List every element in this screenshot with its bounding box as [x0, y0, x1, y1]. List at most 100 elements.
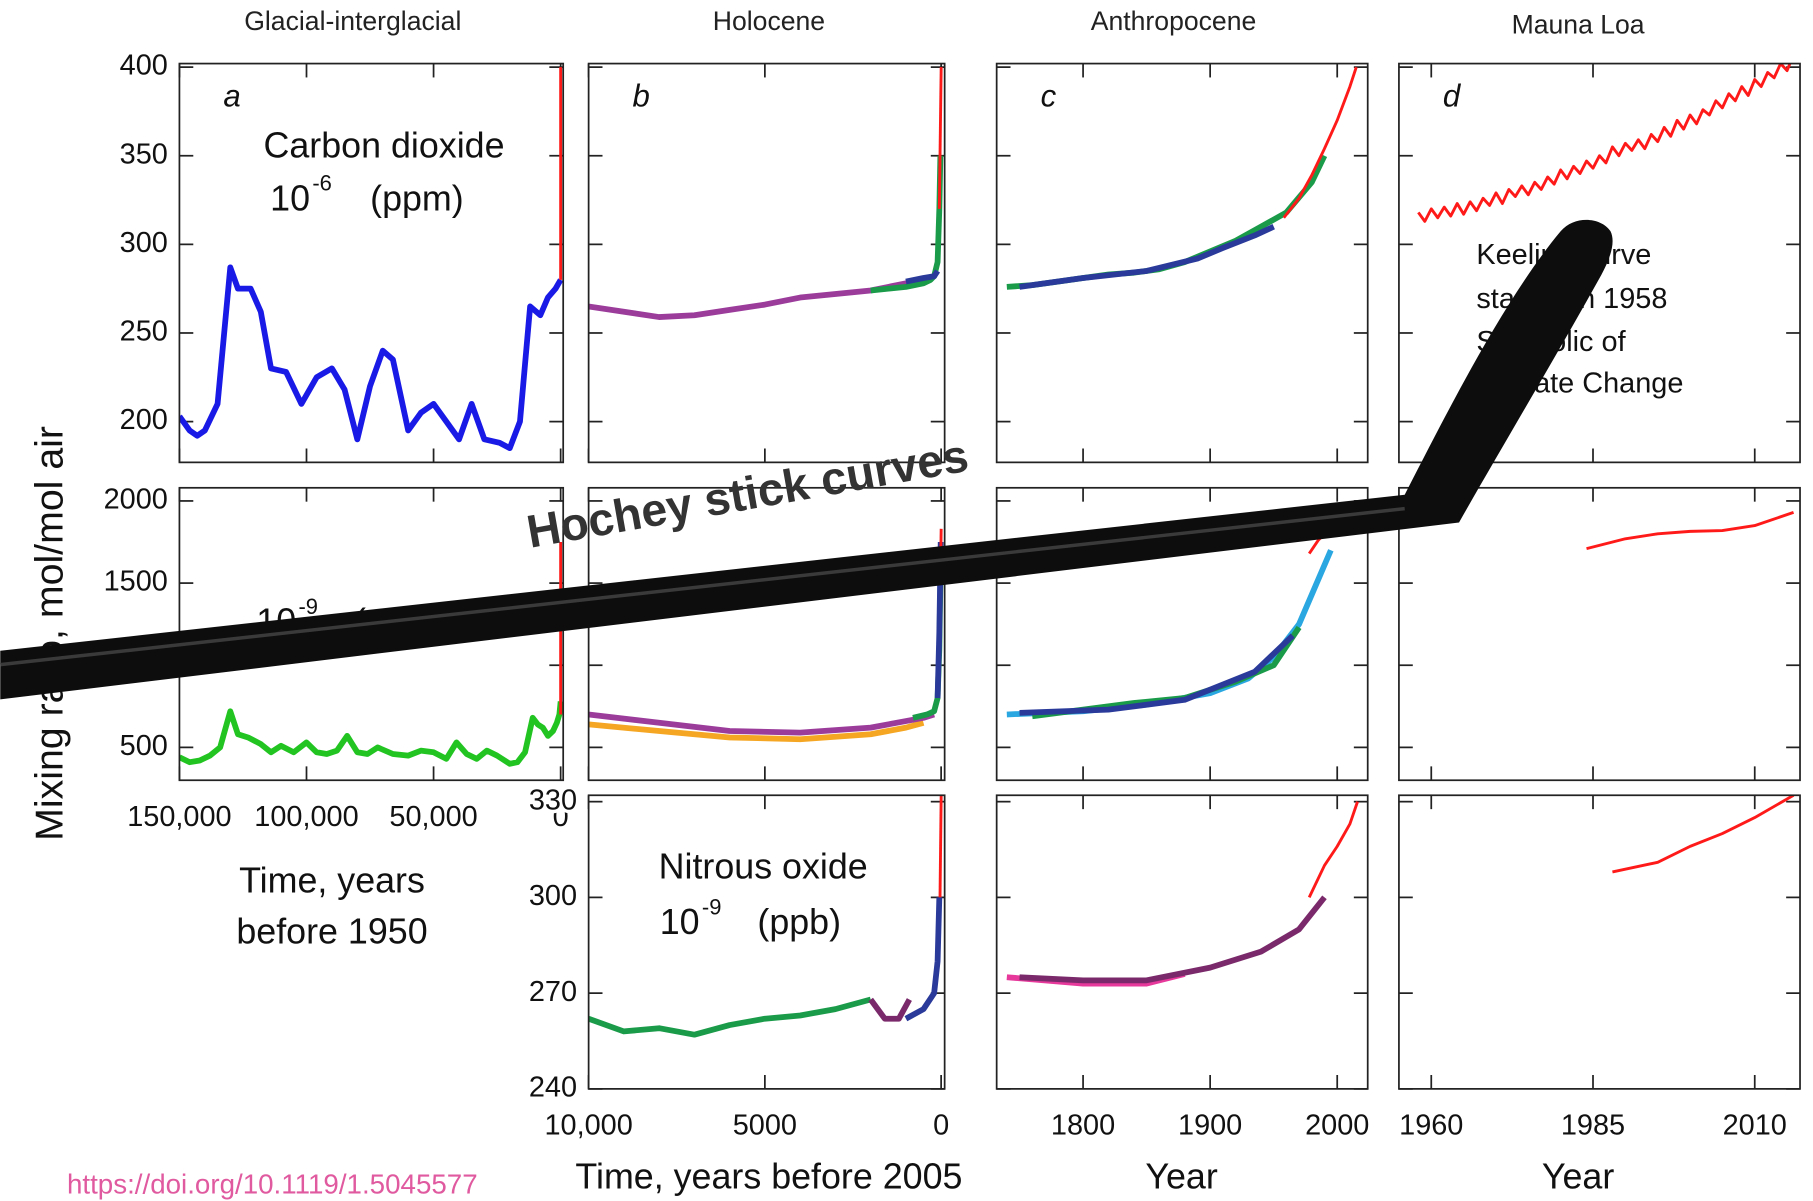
x-axis-label: before 1950: [236, 911, 427, 951]
source-link[interactable]: https://doi.org/10.1119/1.5045577: [67, 1168, 478, 1199]
panel: [1398, 486, 1801, 782]
plot-area: [1417, 63, 1792, 223]
x-tick-label: 2000: [1305, 1110, 1369, 1142]
data-line: [1612, 795, 1795, 874]
data-line: [1019, 633, 1295, 716]
data-line: [938, 795, 943, 898]
data-line: [904, 897, 943, 1022]
data-line: [1019, 224, 1275, 290]
x-tick-label: 1800: [1051, 1110, 1115, 1142]
plot-area: [1612, 795, 1795, 874]
stick-shape: [0, 219, 1613, 700]
gas-name: Nitrous oxide: [659, 847, 868, 887]
y-tick-label: 300: [529, 880, 577, 912]
column-title: Holocene: [713, 6, 825, 36]
x-tick-label: 150,000: [127, 801, 231, 833]
panel-frame: [995, 486, 1369, 782]
plot-area: [179, 67, 564, 452]
data-line: [588, 720, 925, 743]
x-axis-label: Year: [1542, 1157, 1614, 1197]
y-tick-label: 300: [120, 227, 168, 259]
y-tick-label: 330: [529, 784, 577, 816]
data-line: [588, 278, 924, 320]
data-line: [1006, 549, 1334, 718]
gas-name: Carbon dioxide: [264, 125, 505, 165]
data-line: [1307, 801, 1359, 898]
x-tick-label: 100,000: [254, 801, 358, 833]
panel: 1960 1985 2010: [1398, 794, 1801, 1142]
overlay-title: Hochey stick curves: [523, 429, 972, 558]
panel-frame: [1398, 62, 1801, 464]
panel-frame: [587, 794, 946, 1090]
plot-area: [588, 795, 943, 1038]
x-tick-label: 0: [553, 801, 569, 833]
x-tick-label: 5000: [733, 1110, 797, 1142]
plots: 200 250 300 350 400 a b c d 500 10 0 0 1500 2000 150,00…: [100, 46, 1801, 1142]
data-line: [1586, 511, 1795, 551]
y-tick-label: 250: [120, 316, 168, 348]
hockey-stick: [0, 219, 1613, 700]
data-line: [868, 997, 912, 1022]
panel-frame: [587, 62, 946, 464]
data-line: [179, 264, 564, 452]
data-line: [870, 155, 944, 294]
y-tick-label: 500: [120, 730, 168, 762]
y-tick-label: 1500: [104, 566, 168, 598]
x-axis-label: Time, years: [239, 861, 425, 901]
stick-highlight: [0, 506, 1405, 667]
y-tick-label: 200: [120, 404, 168, 436]
panel-letter: a: [223, 78, 240, 113]
data-line: [1282, 66, 1358, 219]
y-tick-label: 270: [529, 976, 577, 1008]
column-title: Anthropocene: [1091, 6, 1257, 36]
data-line: [937, 67, 943, 209]
panel: b: [587, 62, 946, 464]
panel: c: [995, 62, 1369, 464]
gas-base: 10: [660, 902, 700, 942]
x-axis-label: Year: [1145, 1157, 1217, 1197]
plot-area: [1586, 511, 1795, 551]
x-tick-label: 10,000: [544, 1110, 632, 1142]
y-axis-label: Mixing ratio, mol/mol air: [28, 426, 72, 841]
panel-frame: [995, 794, 1369, 1090]
plot-area: [1006, 513, 1359, 720]
x-tick-label: 50,000: [389, 801, 477, 833]
panel-letter: c: [1041, 78, 1057, 113]
plot-area: [1006, 66, 1358, 290]
x-tick-label: 2010: [1723, 1110, 1787, 1142]
panel-letter: b: [633, 78, 650, 113]
panel-frame: [1398, 794, 1801, 1090]
column-title: Glacial-interglacial: [244, 6, 461, 36]
gas-exponent: -9: [702, 894, 722, 919]
panel: 1800 1900 2000: [995, 794, 1369, 1142]
panel-frame: [587, 486, 946, 782]
x-tick-label: 1900: [1178, 1110, 1242, 1142]
plot-area: [588, 67, 944, 320]
panel: [995, 486, 1369, 782]
x-tick-label: 0: [933, 1110, 949, 1142]
x-tick-label: 1960: [1399, 1110, 1463, 1142]
data-line: [1417, 63, 1792, 223]
panel: d: [1398, 62, 1801, 464]
panel-frame: [178, 62, 565, 464]
panel-frame: [1398, 486, 1801, 782]
panel: 240 270 300 330 10,000 5000 0: [525, 781, 949, 1142]
gas-unit: (ppb): [757, 902, 841, 942]
y-tick-label: 240: [529, 1072, 577, 1104]
data-line: [588, 996, 872, 1038]
y-tick-label: 400: [120, 50, 168, 82]
data-line: [1019, 895, 1327, 984]
column-title: Mauna Loa: [1512, 10, 1645, 40]
y-tick-label: 350: [120, 138, 168, 170]
data-line: [179, 701, 564, 767]
x-axis-label: Time, years before 2005: [575, 1157, 962, 1197]
gas-unit: (ppm): [370, 179, 464, 219]
panel-letter: d: [1443, 78, 1462, 113]
gas-base: 10: [270, 179, 310, 219]
data-line: [905, 269, 941, 285]
y-tick-label: 2000: [104, 484, 168, 516]
texts: Glacial-interglacial Holocene Anthropoce…: [28, 6, 1684, 1199]
